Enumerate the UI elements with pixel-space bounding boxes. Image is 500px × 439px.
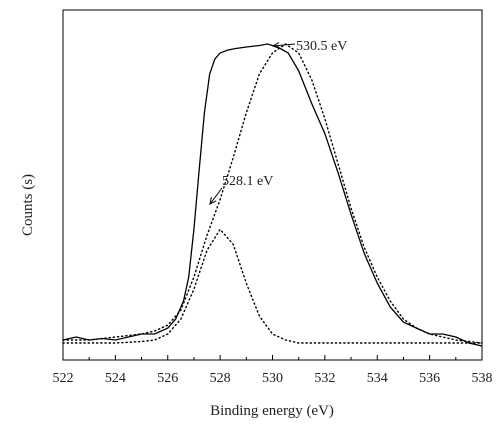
x-tick-label: 524 [105,371,126,386]
series-layer [62,43,483,347]
x-axis-ticks: 522 524 526 528 530 532 534 536 538 [53,355,493,386]
x-tick-label: 536 [419,371,440,386]
annotation-arrowhead [209,197,217,205]
x-axis-title: Binding energy (eV) [210,403,334,419]
x-tick-label: 534 [367,371,388,386]
annotation-label: 530.5 eV [296,39,347,54]
series-line-1 [62,43,483,347]
series-line-3 [62,228,483,344]
x-tick-label: 530 [262,371,283,386]
series-line-2 [62,43,483,344]
annotation-label: 528.1 eV [222,174,273,189]
annotation-arrow [272,43,296,47]
annotation-arrowhead [271,41,280,49]
y-axis-title: Counts (s) [20,174,36,236]
x-tick-label: 522 [53,371,74,386]
x-tick-label: 528 [210,371,231,386]
x-tick-label: 526 [157,371,178,386]
x-tick-label: 538 [472,371,493,386]
annotation-arrow [209,187,223,205]
x-tick-label: 532 [314,371,335,386]
annotations: 530.5 eV 528.1 eV [209,39,347,205]
